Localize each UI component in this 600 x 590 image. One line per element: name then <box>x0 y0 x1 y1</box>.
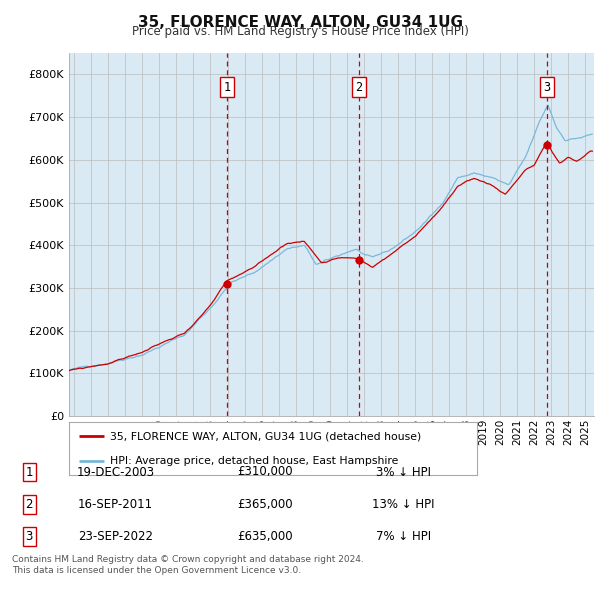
Text: This data is licensed under the Open Government Licence v3.0.: This data is licensed under the Open Gov… <box>12 566 301 575</box>
Text: 1: 1 <box>26 466 33 478</box>
Text: 7% ↓ HPI: 7% ↓ HPI <box>376 530 431 543</box>
Text: 3% ↓ HPI: 3% ↓ HPI <box>376 466 431 478</box>
Bar <box>69 53 594 416</box>
Text: 16-SEP-2011: 16-SEP-2011 <box>78 498 153 511</box>
Text: 35, FLORENCE WAY, ALTON, GU34 1UG: 35, FLORENCE WAY, ALTON, GU34 1UG <box>137 15 463 30</box>
Text: 3: 3 <box>543 81 550 94</box>
Text: 1: 1 <box>223 81 230 94</box>
Text: 2: 2 <box>355 81 362 94</box>
Text: 19-DEC-2003: 19-DEC-2003 <box>77 466 155 478</box>
Text: 35, FLORENCE WAY, ALTON, GU34 1UG (detached house): 35, FLORENCE WAY, ALTON, GU34 1UG (detac… <box>110 431 421 441</box>
Text: 23-SEP-2022: 23-SEP-2022 <box>78 530 153 543</box>
Text: £365,000: £365,000 <box>238 498 293 511</box>
Text: 3: 3 <box>26 530 33 543</box>
Text: HPI: Average price, detached house, East Hampshire: HPI: Average price, detached house, East… <box>110 455 398 466</box>
Text: 2: 2 <box>26 498 33 511</box>
Text: £310,000: £310,000 <box>238 466 293 478</box>
Text: £635,000: £635,000 <box>238 530 293 543</box>
Text: Contains HM Land Registry data © Crown copyright and database right 2024.: Contains HM Land Registry data © Crown c… <box>12 555 364 563</box>
Text: Price paid vs. HM Land Registry's House Price Index (HPI): Price paid vs. HM Land Registry's House … <box>131 25 469 38</box>
Text: 13% ↓ HPI: 13% ↓ HPI <box>373 498 435 511</box>
